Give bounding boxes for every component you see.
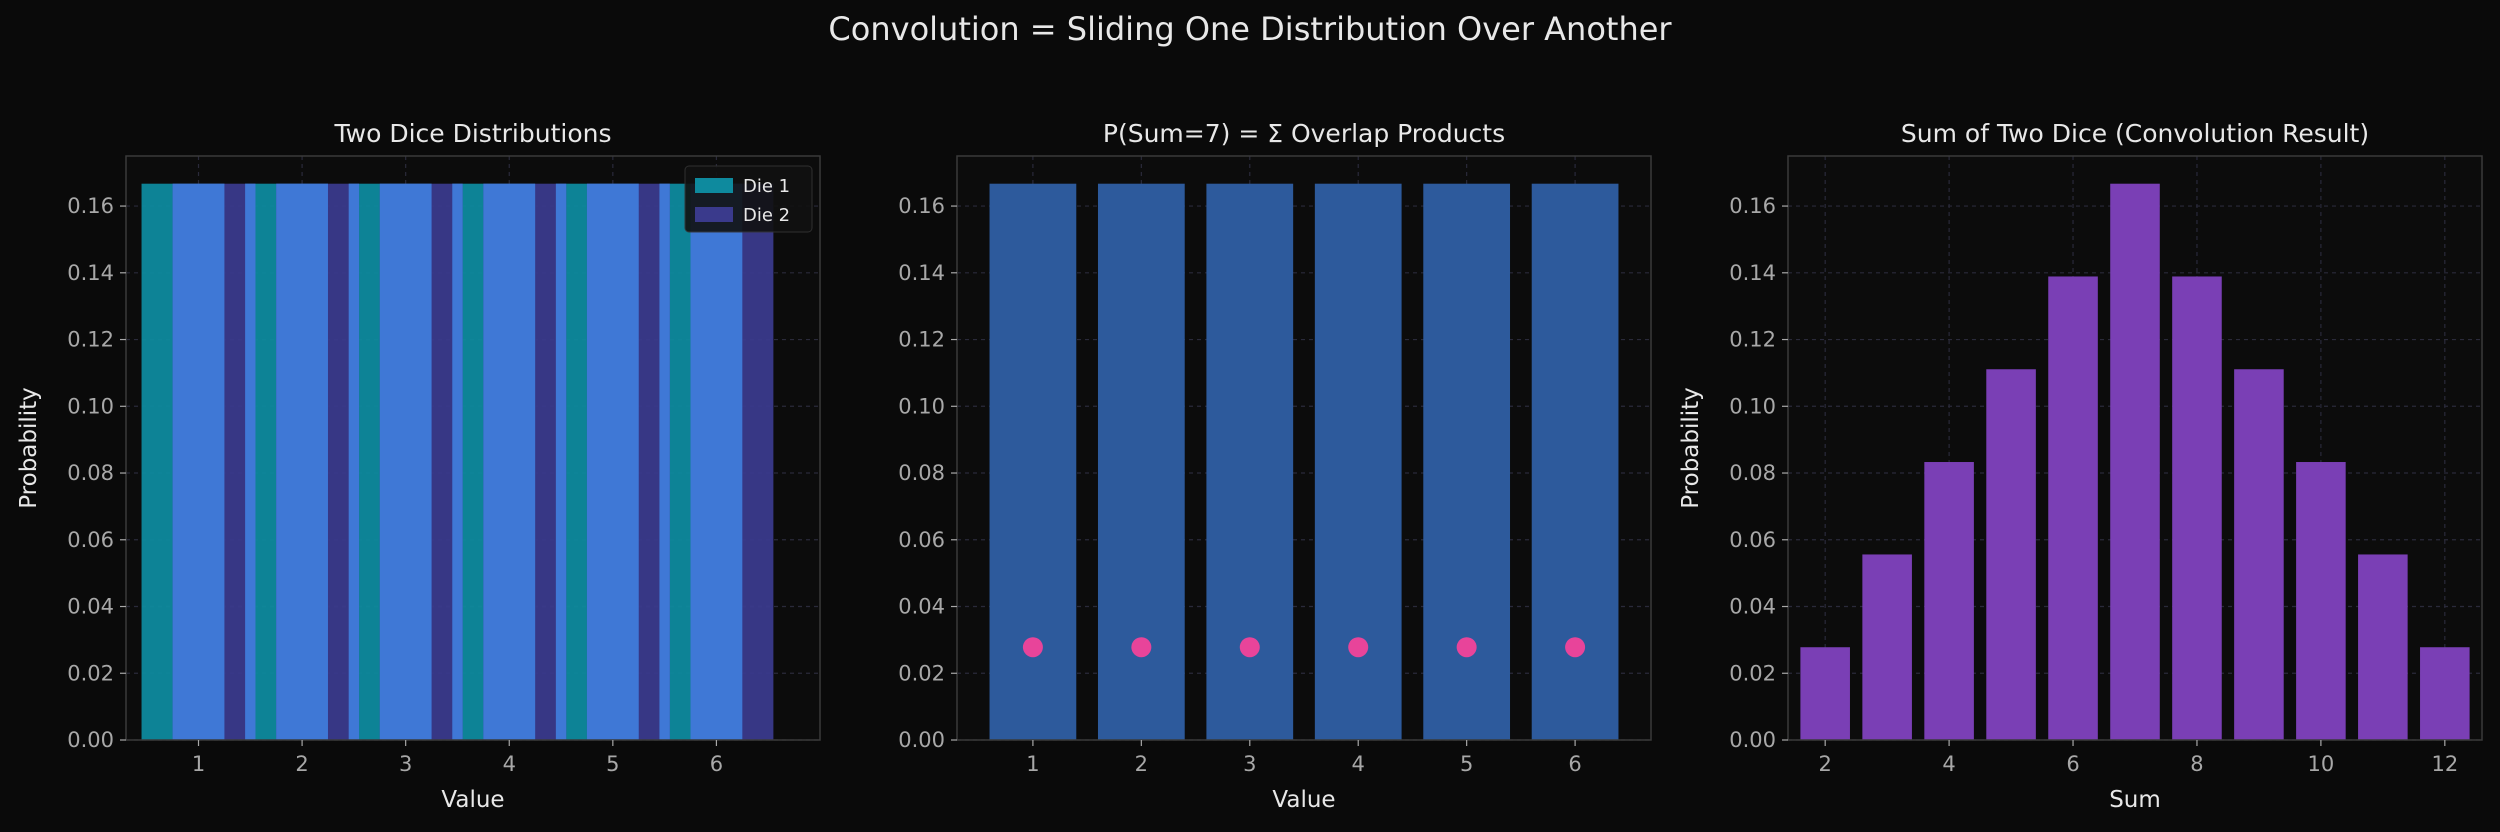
x-tick-label: 1 [192,752,205,776]
panel-two-dice-distributions: 0.00 0.02 0.04 0.06 0.08 0.10 0.12 0.14 0.16 1 2 3 4… [16,119,821,813]
bar-overlap [379,183,432,740]
x-tick-label: 4 [1352,752,1365,776]
x-tick-label: 12 [2431,752,2458,776]
y-tick-label: 0.16 [67,194,114,218]
x-axis-label: Value [441,787,504,813]
bar-overlap [659,183,670,740]
y-tick-label: 0.00 [1729,728,1776,752]
product-point [1348,637,1369,658]
bar-overlap [483,183,536,740]
x-tick-label: 4 [503,752,516,776]
x-tick-label: 2 [295,752,308,776]
y-tick-label: 0.16 [1729,194,1776,218]
bar-overlap [586,183,639,740]
x-tick-label: 5 [1460,752,1473,776]
x-tick-label: 6 [2066,752,2079,776]
y-tick-label: 0.02 [1729,661,1776,685]
legend-swatch-die-1 [695,178,733,193]
legend: Die 1 Die 2 [684,165,813,233]
product-point [1565,637,1586,658]
y-tick-label: 0.02 [67,661,114,685]
bar-overlap [276,183,328,740]
product-point [1022,637,1043,658]
y-tick-label: 0.08 [898,461,945,485]
x-tick-label: 3 [1243,752,1256,776]
y-tick-label: 0.06 [898,528,945,552]
y-tick-label: 0.08 [1729,461,1776,485]
legend-label-die-2: Die 2 [743,205,790,226]
y-tick-label: 0.02 [898,661,945,685]
y-tick-label: 0.06 [67,528,114,552]
x-tick-label: 5 [606,752,619,776]
product-point [1131,637,1152,658]
bar-overlap [245,183,256,740]
chart-title: Two Dice Distributions [334,119,612,148]
y-tick-label: 0.12 [898,328,945,352]
bar-sum [2048,276,2098,740]
y-tick-label: 0.12 [1729,328,1776,352]
y-tick-label: 0.00 [67,728,114,752]
bar-sum [2172,276,2222,740]
bar-sum [2110,183,2160,740]
y-tick-label: 0.10 [898,394,945,418]
bar-overlap [452,183,463,740]
figure-suptitle: Convolution = Sliding One Distribution O… [828,10,1672,48]
x-tick-label: 6 [1568,752,1581,776]
x-tick-label: 3 [399,752,412,776]
y-tick-label: 0.06 [1729,528,1776,552]
bar-sum [2296,462,2346,740]
bar-overlap [348,183,360,740]
legend-swatch-die-2 [695,207,733,222]
y-tick-label: 0.04 [67,595,114,619]
y-axis-label: Probability [16,387,42,509]
y-axis-label: Probability [1678,387,1704,509]
x-tick-label: 2 [1818,752,1831,776]
y-tick-label: 0.04 [1729,595,1776,619]
y-tick-label: 0.04 [898,595,945,619]
chart-title: Sum of Two Dice (Convolution Result) [1901,119,2369,148]
panel-overlap-products: 0.00 0.02 0.04 0.06 0.08 0.10 0.12 0.14 0.16 1 2 3 4… [898,119,1652,813]
axes-spines [956,155,1652,741]
x-tick-label: 4 [1942,752,1955,776]
x-tick-label: 1 [1026,752,1039,776]
bar-sum [1862,554,1912,740]
bar-sum [2420,647,2470,740]
bar-sum [1924,462,1974,740]
x-axis-label: Value [1272,787,1335,813]
x-tick-label: 6 [710,752,723,776]
product-point [1456,637,1477,658]
axes-spines [125,155,821,741]
x-tick-label: 2 [1135,752,1148,776]
y-tick-label: 0.14 [67,261,114,285]
y-tick-label: 0.12 [67,328,114,352]
legend-label-die-1: Die 1 [743,176,790,197]
y-tick-label: 0.08 [67,461,114,485]
bar-overlap [555,183,567,740]
bar-overlap [690,183,743,740]
x-tick-label: 10 [2308,752,2335,776]
panel-convolution-result: 0.00 0.02 0.04 0.06 0.08 0.10 0.12 0.14 0.16 2 4 6 8… [1678,119,2483,813]
y-tick-label: 0.10 [1729,394,1776,418]
product-point [1239,637,1260,658]
bar-sum [1800,647,1850,740]
bar-sum [2358,554,2408,740]
bar-overlap [172,183,225,740]
bar-sum [1986,369,2036,740]
x-tick-label: 8 [2190,752,2203,776]
y-tick-label: 0.14 [1729,261,1776,285]
x-axis-label: Sum [2109,787,2161,813]
bar-sum [2234,369,2284,740]
chart-title: P(Sum=7) = Σ Overlap Products [1103,119,1505,148]
y-tick-label: 0.10 [67,394,114,418]
y-tick-label: 0.16 [898,194,945,218]
y-tick-label: 0.00 [898,728,945,752]
axes-spines [1787,155,2483,741]
y-tick-label: 0.14 [898,261,945,285]
